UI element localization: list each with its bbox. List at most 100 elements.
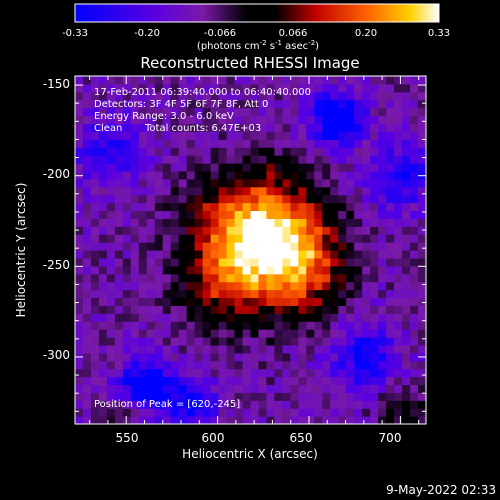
heatmap-cell <box>178 163 188 172</box>
heatmap-cell <box>322 76 331 85</box>
heatmap-cell <box>90 297 100 306</box>
heatmap-cell <box>82 178 92 188</box>
heatmap-cell <box>106 139 116 148</box>
heatmap-cell <box>314 170 323 180</box>
heatmap-cell <box>90 194 100 204</box>
heatmap-cell <box>202 123 212 132</box>
heatmap-cell <box>202 321 212 330</box>
heatmap-cell <box>282 163 291 172</box>
heatmap-cell <box>402 305 411 314</box>
heatmap-cell <box>394 234 403 243</box>
heatmap-cell <box>362 408 371 417</box>
heatmap-cell <box>154 218 164 227</box>
heatmap-cell <box>186 226 196 235</box>
heatmap-cell <box>75 202 84 212</box>
heatmap-cell <box>82 107 92 117</box>
heatmap-cell <box>138 250 148 259</box>
heatmap-cell <box>378 250 387 259</box>
heatmap-cell <box>338 297 347 306</box>
heatmap-cell <box>194 186 204 196</box>
heatmap-cell <box>370 170 379 180</box>
y-tick-label: -300 <box>43 348 70 362</box>
heatmap-cell <box>106 202 116 212</box>
heatmap-cell <box>75 131 84 140</box>
heatmap-cell <box>282 242 291 251</box>
heatmap-cell <box>250 218 260 227</box>
heatmap-cell <box>138 194 148 204</box>
heatmap-cell <box>170 257 180 267</box>
heatmap-cell <box>250 107 260 117</box>
heatmap-cell <box>354 163 363 172</box>
heatmap-cell <box>354 408 363 417</box>
heatmap-cell <box>146 218 156 227</box>
heatmap-cell <box>410 91 419 101</box>
heatmap-cell <box>386 329 395 338</box>
heatmap-cell <box>242 297 252 306</box>
heatmap-cell <box>298 242 307 251</box>
heatmap-cell <box>226 131 236 140</box>
heatmap-cell <box>226 305 236 314</box>
heatmap-cell <box>75 289 84 299</box>
heatmap-cell <box>306 218 315 227</box>
heatmap-cell <box>314 115 323 125</box>
heatmap-cell <box>322 147 331 156</box>
heatmap-cell <box>162 83 172 93</box>
heatmap-cell <box>298 76 307 85</box>
heatmap-cell <box>250 384 260 393</box>
colorbar-tick-label: 0.33 <box>428 28 450 39</box>
heatmap-cell <box>274 376 284 386</box>
heatmap-cell <box>90 289 100 299</box>
heatmap-cell <box>346 257 355 267</box>
heatmap-cell <box>290 352 299 362</box>
heatmap-cell <box>378 115 387 125</box>
heatmap-cell <box>410 352 419 362</box>
heatmap-cell <box>402 313 411 322</box>
heatmap-cell <box>266 99 276 109</box>
heatmap-cell <box>234 170 244 180</box>
heatmap-cell <box>370 131 379 140</box>
heatmap-cell <box>298 289 307 299</box>
heatmap-cell <box>354 352 363 362</box>
heatmap-cell <box>210 297 220 306</box>
heatmap-cell <box>354 376 363 386</box>
heatmap-cell <box>194 194 204 204</box>
heatmap-cell <box>250 257 260 267</box>
heatmap-cell <box>82 99 92 109</box>
heatmap-cell <box>306 123 315 132</box>
heatmap-cell <box>386 281 395 291</box>
heatmap-cell <box>146 226 156 235</box>
heatmap-cell <box>75 242 84 251</box>
heatmap-cell <box>306 265 315 275</box>
heatmap-cell <box>362 210 371 219</box>
heatmap-cell <box>306 163 315 172</box>
heatmap-cell <box>410 226 419 235</box>
heatmap-cell <box>314 186 323 196</box>
x-tick-labels: 550 600 650 700 <box>116 431 402 445</box>
heatmap-cell <box>234 368 244 378</box>
heatmap-cell <box>250 234 260 243</box>
heatmap-cell <box>106 313 116 322</box>
heatmap-cell <box>370 289 379 299</box>
heatmap-cell <box>162 344 172 354</box>
heatmap-cell <box>418 170 426 180</box>
heatmap-cell <box>322 313 331 322</box>
heatmap-cell <box>202 281 212 291</box>
heatmap-cell <box>194 155 204 164</box>
heatmap-cell <box>194 202 204 212</box>
heatmap-cell <box>346 202 355 212</box>
heatmap-cell <box>162 384 172 393</box>
heatmap-cell <box>402 234 411 243</box>
heatmap-cell <box>146 147 156 156</box>
heatmap-cell <box>234 352 244 362</box>
heatmap-cell <box>154 123 164 132</box>
heatmap-cell <box>250 360 260 370</box>
heatmap-cell <box>226 242 236 251</box>
heatmap-cell <box>266 210 276 219</box>
heatmap-cell <box>346 83 355 93</box>
heatmap-cell <box>362 83 371 93</box>
heatmap-cell <box>290 321 299 330</box>
heatmap-cell <box>114 392 124 401</box>
heatmap-cell <box>146 139 156 148</box>
heatmap-cell <box>146 131 156 140</box>
heatmap-cell <box>386 147 395 156</box>
